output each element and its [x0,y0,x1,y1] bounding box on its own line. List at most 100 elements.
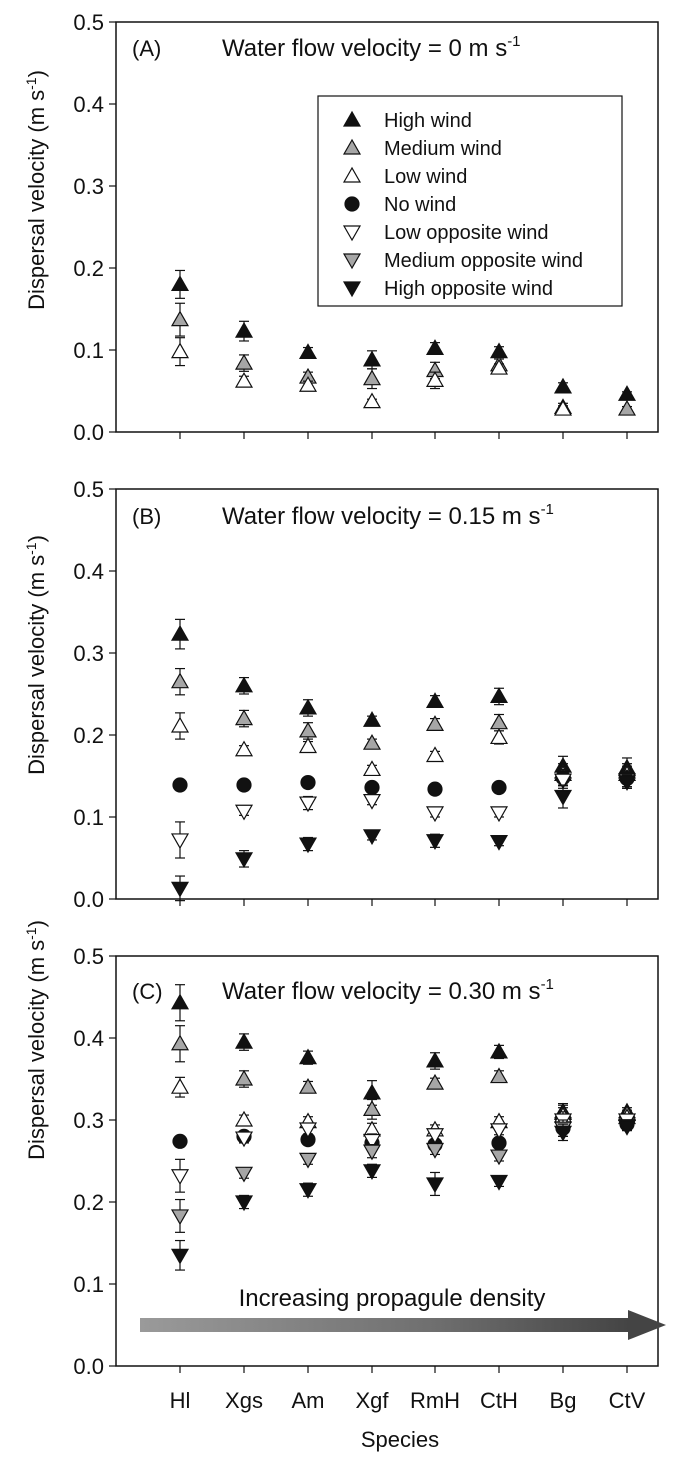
data-point-high_opposite [617,775,637,791]
y-tick-label: 0.0 [73,887,104,912]
category-labels: Hl Xgs Am Xgf RmH CtH Bg CtV [170,1388,646,1413]
data-point-high_wind [425,339,445,355]
x-tick-label: RmH [410,1388,460,1413]
data-point-high_wind [170,624,190,641]
y-tick-label: 0.1 [73,338,104,363]
data-point-low_wind [489,358,509,375]
data-point-medium_wind [170,310,190,327]
legend-label-high_opposite: High opposite wind [384,278,553,300]
y-tick-label: 0.3 [73,641,104,666]
data-point-no_wind [172,777,188,793]
data-point-high_opposite [362,829,382,846]
data-point-high_wind [425,692,445,708]
data-point-high_wind [170,275,190,291]
data-point-high_opposite [425,1177,445,1194]
data-point-high_wind [553,377,573,394]
data-point-low_wind [362,392,382,409]
data-point-no_wind [491,779,507,796]
data-point-low_opposite [553,773,573,790]
y-axis-label-c: Dispersal velocity (m s-1) [23,920,49,1160]
x-tick-label: Xgs [225,1388,263,1413]
data-point-low_wind [170,1077,190,1094]
data-point-medium_wind [234,709,254,726]
data-point-medium_wind [234,353,254,370]
data-point-high_wind [362,350,382,367]
data-point-medium_wind [234,1069,254,1086]
legend-label-no_wind: No wind [384,194,456,216]
data-point-medium_opposite [425,1142,445,1159]
y-tick-label: 0.0 [73,420,104,445]
data-point-low_wind [362,760,382,777]
data-point-high_wind [489,342,509,359]
data-point-high_wind [234,1032,254,1049]
data-point-high_opposite [234,1195,254,1212]
legend-marker-low_opposite [342,225,362,242]
data-point-medium_wind [170,1034,190,1051]
legend-label-medium_wind: Medium wind [384,138,502,160]
x-tick-label: CtV [609,1388,646,1413]
data-point-high_opposite [617,1119,637,1136]
data-point-medium_opposite [170,1209,190,1226]
panel-a: (A) Water flow velocity = 0 m s-1 0.0 0.1… [73,10,659,445]
panel-label: (B) [132,504,161,529]
data-point-medium_wind [362,733,382,750]
data-point-high_opposite [170,881,190,898]
legend-label-high_wind: High wind [384,110,472,132]
data-point-low_wind [553,399,573,416]
data-point-low_wind [170,342,190,359]
data-point-low_opposite [362,1133,382,1150]
data-point-high_opposite [298,1183,318,1199]
data-point-low_wind [298,737,318,754]
x-tick-label: Am [292,1388,325,1413]
y-tick-label: 0.5 [73,944,104,969]
panel-title: Water flow velocity = 0.15 m s-1 [222,501,554,530]
data-point-high_wind [362,711,382,727]
data-point-medium_opposite [234,1166,254,1183]
y-axis-label-a: Dispersal velocity (m s-1) [23,70,49,310]
y-tick-label: 0.4 [73,559,104,584]
data-point-no_wind [427,781,443,797]
data-point-medium_opposite [362,1144,382,1161]
data-point-medium_wind [298,1077,318,1094]
data-point-no_wind [172,1133,188,1149]
data-point-high_wind [425,1051,445,1068]
data-point-high_wind [234,321,254,338]
plot-frame [115,955,659,1367]
data-point-high_opposite [425,834,445,850]
data-point-low_opposite [362,793,382,810]
data-point-medium_wind [617,399,637,416]
data-point-high_wind [489,687,509,704]
y-tick-label: 0.3 [73,174,104,199]
data-point-high_opposite [362,1164,382,1181]
data-point-medium_opposite [298,1152,318,1169]
data-point-low_wind [425,371,445,387]
data-point-low_wind [425,746,445,763]
data-point-low_opposite [298,1122,318,1139]
legend: High wind Medium wind Low wind No wind Low o… [317,95,623,307]
data-point-low_opposite [425,806,445,823]
data-point-high_wind [170,993,190,1010]
legend-box [317,95,623,307]
y-tick-label: 0.1 [73,805,104,830]
panel-title: Water flow velocity = 0.30 m s-1 [222,976,554,1005]
data-point-low_opposite [489,1123,509,1140]
y-tick-label: 0.5 [73,10,104,35]
data-point-low_opposite [489,806,509,823]
data-point-high_opposite [553,789,573,806]
plot-frame [115,488,659,900]
density-arrow-head [628,1310,666,1340]
x-tick-label: Hl [170,1388,191,1413]
x-tick-label: CtH [480,1388,518,1413]
y-axis-label-b: Dispersal velocity (m s-1) [23,535,49,775]
data-point-high_opposite [234,852,254,869]
data-point-no_wind [364,779,380,796]
legend-marker-no_wind [344,196,360,212]
data-point-medium_wind [362,369,382,386]
plot-frame [115,21,659,433]
data-point-high_wind [234,676,254,693]
legend-marker-high_opposite [342,281,362,298]
data-point-high_opposite [553,1125,573,1142]
panel-b: (B) Water flow velocity = 0.15 m s-1 0.0… [73,477,659,912]
density-arrow: Increasing propagule density [140,1285,666,1340]
